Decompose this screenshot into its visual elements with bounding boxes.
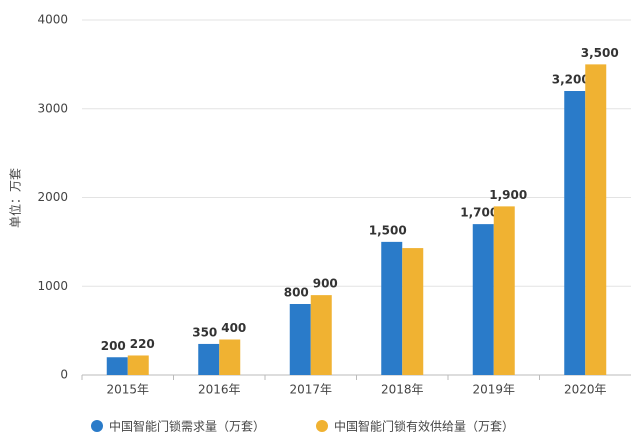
x-tick-label: 2019年 (472, 383, 515, 397)
bar (564, 91, 586, 375)
legend-marker (91, 420, 103, 432)
data-label: 800 (284, 286, 309, 300)
bar (127, 355, 149, 375)
bar (381, 241, 403, 375)
bar (289, 304, 311, 375)
data-label: 3,500 (581, 46, 619, 60)
bar (585, 64, 607, 375)
y-tick-label: 3000 (37, 101, 68, 115)
bar (472, 224, 494, 375)
data-label: 200 (101, 339, 126, 353)
y-tick-label: 1000 (37, 279, 68, 293)
data-label: 1,500 (369, 223, 407, 237)
legend-label: 中国智能门锁有效供给量（万套） (334, 419, 514, 434)
y-tick-label: 0 (60, 368, 68, 382)
bar (219, 339, 241, 375)
data-label: 3,200 (552, 73, 590, 87)
bar (310, 295, 332, 375)
bar (402, 248, 424, 375)
data-label: 1,700 (460, 206, 498, 220)
y-tick-label: 2000 (37, 190, 68, 204)
legend-label: 中国智能门锁需求量（万套） (109, 419, 265, 434)
data-label: 900 (313, 277, 338, 291)
bar (198, 343, 220, 375)
data-label: 220 (130, 337, 155, 351)
x-tick-label: 2015年 (106, 383, 149, 397)
data-label: 1,900 (489, 188, 527, 202)
x-tick-label: 2020年 (564, 383, 607, 397)
bar (106, 357, 128, 375)
y-axis-label: 单位：万套 (8, 168, 23, 228)
data-label: 400 (221, 321, 246, 335)
x-tick-label: 2017年 (289, 383, 332, 397)
legend-marker (316, 420, 328, 432)
x-tick-label: 2018年 (381, 383, 424, 397)
y-tick-label: 4000 (37, 13, 68, 27)
x-tick-label: 2016年 (198, 383, 241, 397)
data-label: 350 (192, 325, 217, 339)
bar (493, 206, 515, 375)
